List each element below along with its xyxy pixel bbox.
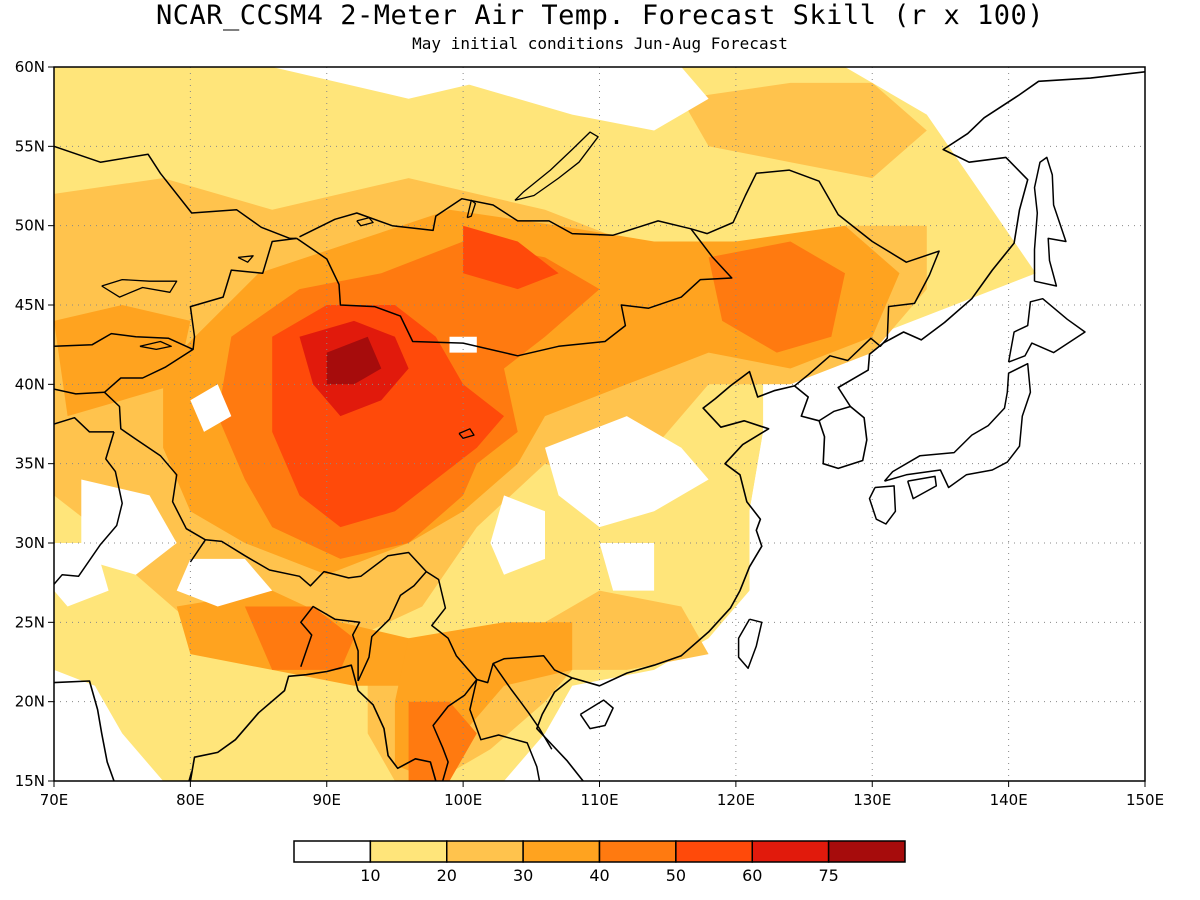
lon-tick-label: 70E — [40, 791, 69, 809]
gridlines — [54, 67, 1145, 781]
colorbar-label: 75 — [818, 866, 838, 885]
skill-region-dark-red-core — [326, 336, 382, 385]
skill-region-light-orange-north — [681, 82, 927, 179]
coastlines-layer — [54, 71, 1145, 781]
border-laos-vietnam — [492, 663, 553, 750]
border-china-mongolia — [296, 197, 733, 357]
island-japan-hokkaido — [1007, 297, 1086, 363]
border-india-nepal-bhutan — [189, 539, 207, 563]
lat-tick-label: 60N — [15, 58, 45, 76]
skill-region-red-orange-north — [463, 225, 559, 290]
island-sakhalin — [1033, 156, 1067, 287]
lon-tick-label: 90E — [312, 791, 341, 809]
border-myanmar-india — [357, 571, 427, 682]
island-japan-shikoku — [906, 475, 938, 500]
lake-issyk-kul — [139, 340, 172, 351]
skill-region-dark-orange-ne — [708, 241, 845, 353]
coastline-bengal-east — [189, 664, 437, 781]
colorbar-swatch — [522, 840, 601, 863]
colorbar-label: 30 — [513, 866, 533, 885]
border-bangladesh — [300, 605, 361, 681]
colorbar-swatch — [827, 840, 906, 863]
lon-tick-label: 150E — [1126, 791, 1164, 809]
colorbar-swatch — [675, 840, 753, 863]
border-china-kazakh — [103, 237, 297, 541]
border-laos-thai — [469, 679, 541, 781]
island-japan-kyushu — [868, 485, 897, 525]
colorbar-label: 10 — [360, 866, 380, 885]
lake-balkhash — [101, 278, 178, 298]
colorbar-label: 50 — [666, 866, 686, 885]
lat-tick-label: 20N — [15, 693, 45, 711]
low-skill-white-east-china — [545, 416, 709, 528]
skill-region-orange-west — [54, 305, 191, 417]
lat-tick-label: 15N — [15, 772, 45, 790]
skill-fill-layer — [54, 67, 1145, 781]
lon-tick-label: 110E — [580, 791, 618, 809]
border-himalaya — [205, 539, 573, 684]
lat-tick-label: 35N — [15, 455, 45, 473]
low-skill-white-north-belt — [408, 67, 709, 131]
low-skill-white-sichuan — [490, 495, 545, 575]
lake-zaysan — [237, 255, 254, 263]
island-japan-honshu — [883, 362, 1032, 489]
map-subtitle: May initial conditions Jun-Aug Forecast — [412, 34, 788, 53]
lon-tick-label: 80E — [176, 791, 205, 809]
map-title: NCAR_CCSM4 2-Meter Air Temp. Forecast Sk… — [155, 0, 1045, 31]
lat-tick-label: 45N — [15, 296, 45, 314]
lat-tick-label: 25N — [15, 613, 45, 631]
colorbar-swatch — [293, 840, 372, 863]
lake-baikal — [514, 131, 599, 201]
lake-khovsgol — [466, 199, 477, 219]
lon-tick-label: 100E — [444, 791, 482, 809]
border-china-russia-ne — [690, 169, 940, 387]
low-skill-white-india-north — [81, 479, 177, 575]
border-myanmar-thai — [432, 679, 478, 781]
island-taiwan — [737, 618, 763, 670]
axis-labels: 70E 80E 90E 100E 110E 120E 130E 140E 150E 15N 20N 2… — [15, 58, 1164, 809]
colorbar-swatch — [446, 840, 524, 863]
island-hainan — [579, 699, 614, 730]
low-skill-white-siberia-east — [926, 67, 1145, 258]
low-skill-white-india-west — [54, 543, 109, 607]
low-skill-white-tarim — [190, 384, 232, 432]
colorbar-label: 40 — [589, 866, 609, 885]
border-kazakh-russia — [54, 145, 291, 240]
colorbar-swatch — [598, 840, 677, 863]
colorbar-label: 20 — [437, 866, 457, 885]
lat-tick-label: 55N — [15, 137, 45, 155]
border-india-pakistan — [54, 431, 123, 585]
colorbar-label: 60 — [742, 866, 762, 885]
lon-tick-label: 140E — [990, 791, 1028, 809]
lon-tick-label: 130E — [853, 791, 891, 809]
coastline-indochina-coast — [535, 677, 584, 781]
lake-qinghai — [458, 428, 475, 439]
island-sri-lanka-edge — [188, 771, 193, 781]
coastline-bay-of-bengal-coast — [54, 680, 115, 781]
border-korea-dmz — [818, 405, 851, 422]
low-skill-white-lake — [449, 336, 477, 353]
low-skill-white-south-china — [599, 543, 655, 591]
low-skill-white-north — [54, 67, 682, 99]
lon-tick-label: 120E — [717, 791, 755, 809]
low-skill-white-india-central — [176, 558, 273, 607]
colorbar: 10 20 30 40 50 60 75 — [293, 840, 906, 885]
lake-uvs — [356, 217, 374, 227]
colorbar-swatch — [751, 840, 830, 863]
lat-tick-label: 50N — [15, 217, 45, 235]
colorbar-swatch — [369, 840, 448, 863]
lat-tick-label: 40N — [15, 375, 45, 393]
border-tajik-afgh — [54, 416, 114, 433]
border-kazakh-kyrgyz — [54, 332, 194, 351]
skill-region-dark-orange-bay — [244, 606, 354, 670]
lat-tick-label: 30N — [15, 534, 45, 552]
low-skill-white-japan-sea — [722, 384, 1145, 781]
border-kyrgyz-tajik — [54, 388, 105, 395]
